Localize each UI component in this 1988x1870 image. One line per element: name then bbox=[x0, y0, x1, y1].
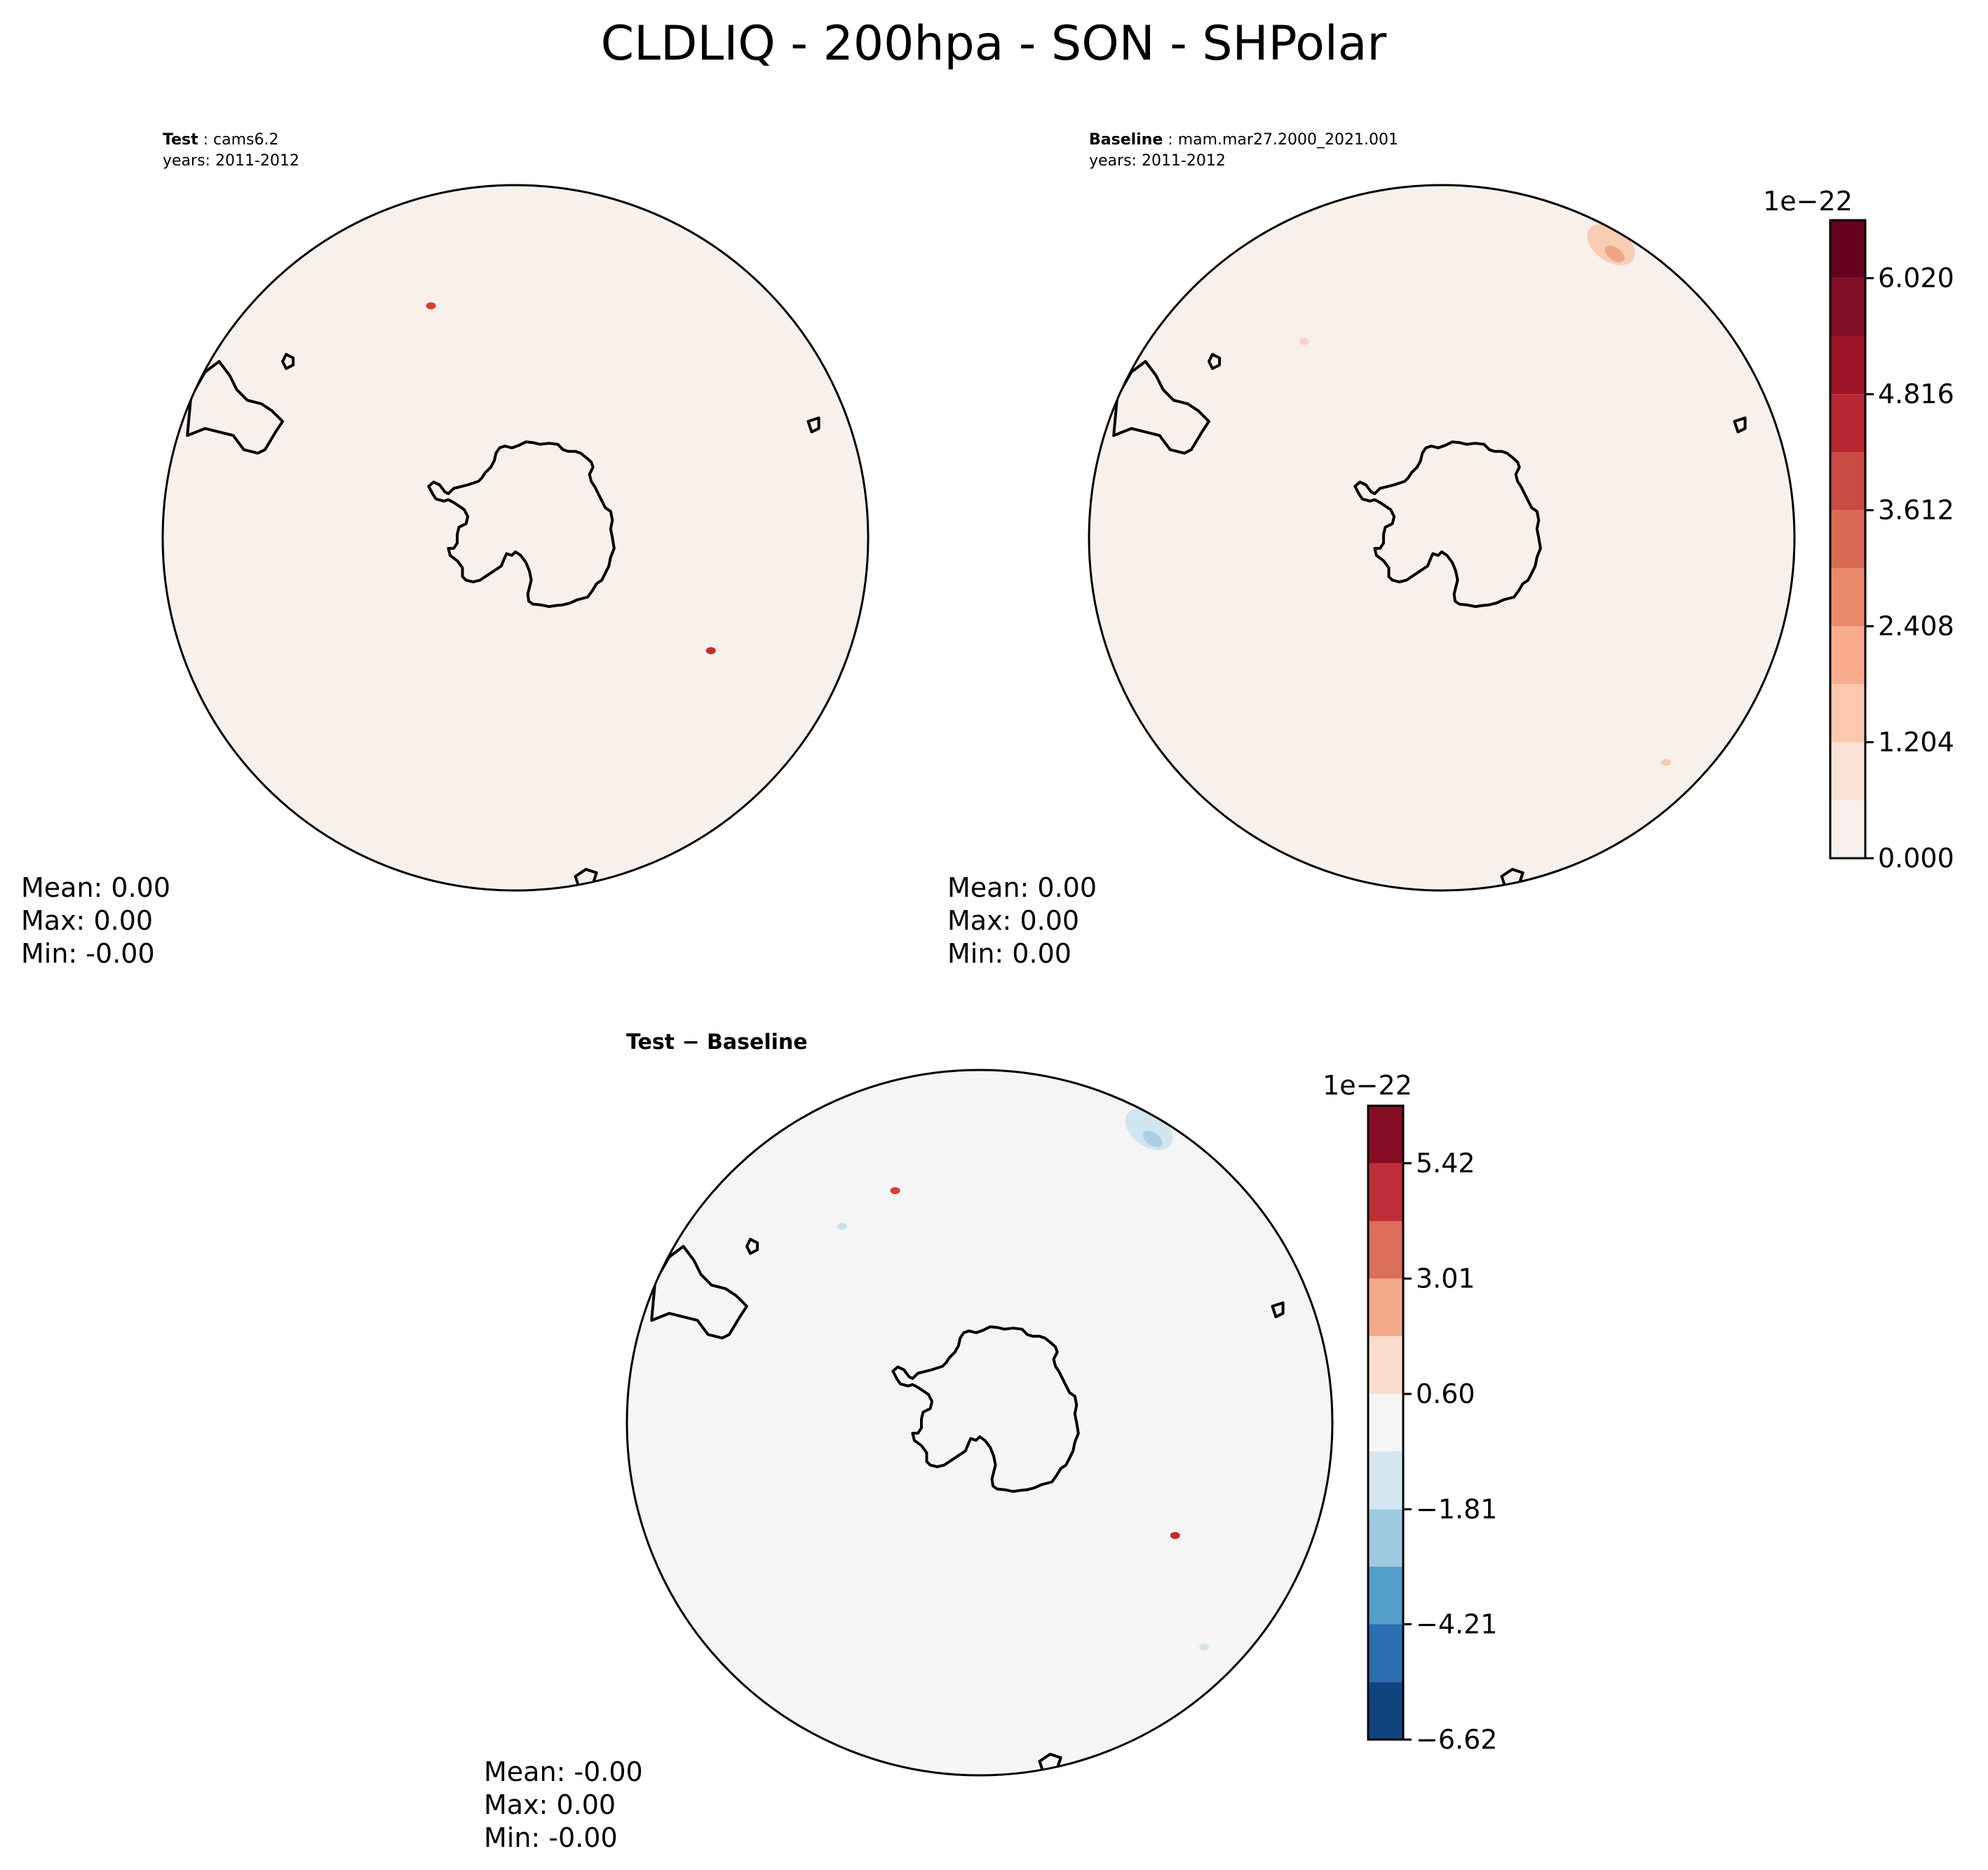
map-baseline-anomaly-1 bbox=[1661, 759, 1672, 766]
cbar-main-band-7 bbox=[1830, 394, 1865, 452]
cbar-main-band-4 bbox=[1830, 568, 1865, 627]
cbar-main-tick-label-5: 6.020 bbox=[1878, 263, 1954, 294]
map-diff-boundary bbox=[626, 1069, 1334, 1777]
map-diff-anomaly-0 bbox=[1170, 1531, 1180, 1539]
map-diff-coastline-antarctica bbox=[891, 1325, 1080, 1493]
cbar-main-band-1 bbox=[1830, 742, 1865, 801]
cbar-diff-tick-label-1: −4.21 bbox=[1416, 1608, 1497, 1639]
panel-test-years: years: 2011-2012 bbox=[163, 152, 299, 170]
cbar-diff-band-5 bbox=[1368, 1394, 1403, 1451]
map-test-boundary bbox=[161, 184, 870, 892]
cbar-diff-band-2 bbox=[1368, 1566, 1403, 1625]
cbar-diff-tick-label-2: −1.81 bbox=[1416, 1494, 1497, 1525]
cbar-main-band-3 bbox=[1830, 626, 1865, 684]
map-baseline-coastline-south-america bbox=[1112, 360, 1210, 455]
colorbar-diff-exponent: 1e−22 bbox=[1323, 1070, 1412, 1101]
cbar-main-band-2 bbox=[1830, 684, 1865, 743]
panel-baseline-years: years: 2011-2012 bbox=[1089, 152, 1226, 170]
panel-diff-max: Max: 0.00 bbox=[484, 1789, 616, 1820]
map-baseline-coastline-falklands bbox=[1208, 353, 1222, 370]
cbar-main-frame bbox=[1829, 219, 1867, 860]
panel-test-label-bold: Test bbox=[163, 131, 198, 149]
panel-baseline-label-bold: Baseline bbox=[1089, 131, 1163, 149]
colorbar-main: 1e−22 0.000 1.204 2.408 3.612 4.816 6.020 bbox=[1763, 186, 1954, 874]
colorbar-diff: 1e−22 −6.62 −4.21 −1.81 0.60 3.01 5.42 bbox=[1323, 1070, 1497, 1755]
map-test-coastline-south-america bbox=[186, 360, 284, 455]
panel-baseline-max: Max: 0.00 bbox=[947, 905, 1079, 936]
panel-baseline-min: Min: 0.00 bbox=[947, 938, 1071, 969]
cbar-main-band-5 bbox=[1830, 510, 1865, 569]
cbar-main-band-8 bbox=[1830, 336, 1865, 395]
panel-diff: Test − Baseline Mean: -0.00 Max: 0.00 Mi… bbox=[484, 1030, 1334, 1853]
map-diff-coastline-falklands bbox=[745, 1238, 759, 1255]
cbar-diff-band-3 bbox=[1368, 1509, 1403, 1567]
map-test-coastline-antarctica bbox=[427, 440, 616, 609]
panel-test-label-rest: : cams6.2 bbox=[198, 131, 279, 149]
cbar-diff-band-6 bbox=[1368, 1336, 1403, 1395]
cbar-main-tick-label-3: 3.612 bbox=[1878, 495, 1954, 526]
map-diff-coastline-kerguelen bbox=[1271, 1301, 1285, 1319]
map-test bbox=[161, 184, 870, 892]
map-diff-anomaly-1 bbox=[890, 1187, 900, 1195]
map-baseline-coastline-kerguelen bbox=[1733, 416, 1747, 434]
cbar-main-tick-label-1: 1.204 bbox=[1878, 727, 1954, 758]
map-diff-anomaly-3 bbox=[1199, 1644, 1210, 1651]
map-baseline-anomaly-0 bbox=[1299, 337, 1309, 345]
colorbar-main-exponent: 1e−22 bbox=[1763, 186, 1853, 217]
cbar-diff-band-0 bbox=[1368, 1682, 1403, 1740]
cbar-diff-tick-label-3: 0.60 bbox=[1416, 1378, 1475, 1409]
map-baseline-boundary bbox=[1088, 184, 1796, 892]
cbar-diff-frame bbox=[1367, 1104, 1405, 1741]
cbar-diff-band-7 bbox=[1368, 1278, 1403, 1336]
cbar-diff-tick-label-0: −6.62 bbox=[1416, 1724, 1497, 1755]
map-baseline-field bbox=[1089, 185, 1794, 890]
panel-test-label: Test : cams6.2 bbox=[163, 131, 278, 149]
map-test-anomaly-0 bbox=[705, 646, 716, 654]
map-test-coastline-kerguelen bbox=[806, 416, 820, 434]
panel-test-min: Min: -0.00 bbox=[21, 938, 155, 969]
cbar-diff-band-10 bbox=[1368, 1106, 1403, 1163]
panel-baseline-label: Baseline : mam.mar27.2000_2021.001 bbox=[1089, 131, 1398, 149]
panel-baseline-mean: Mean: 0.00 bbox=[947, 872, 1097, 903]
panel-baseline: Baseline : mam.mar27.2000_2021.001 years… bbox=[947, 131, 1796, 969]
map-diff-anomaly-2 bbox=[837, 1222, 847, 1230]
map-test-anomaly-1 bbox=[426, 302, 436, 310]
cbar-diff-tick-label-4: 3.01 bbox=[1416, 1263, 1475, 1294]
map-baseline bbox=[1088, 184, 1796, 892]
cbar-main-band-0 bbox=[1830, 800, 1865, 858]
cbar-main-tick-label-4: 4.816 bbox=[1878, 379, 1954, 409]
cbar-main-band-9 bbox=[1830, 278, 1865, 337]
cbar-main-tick-label-2: 2.408 bbox=[1878, 611, 1954, 642]
panel-test-mean: Mean: 0.00 bbox=[21, 872, 170, 903]
map-test-coastline-falklands bbox=[281, 353, 295, 370]
panel-test-max: Max: 0.00 bbox=[21, 905, 153, 936]
panel-test: Test : cams6.2 years: 2011-2012 Mean: 0.… bbox=[21, 131, 870, 969]
cbar-diff-tick-label-5: 5.42 bbox=[1416, 1148, 1475, 1179]
panel-baseline-label-rest: : mam.mar27.2000_2021.001 bbox=[1163, 131, 1398, 149]
map-diff bbox=[626, 1069, 1334, 1777]
map-diff-field bbox=[627, 1070, 1332, 1775]
panel-diff-title: Test − Baseline bbox=[626, 1030, 808, 1055]
cbar-diff-band-1 bbox=[1368, 1624, 1403, 1683]
cbar-diff-band-9 bbox=[1368, 1163, 1403, 1221]
cbar-diff-band-4 bbox=[1368, 1451, 1403, 1510]
map-baseline-coastline-antarctica bbox=[1353, 440, 1542, 609]
cbar-main-band-10 bbox=[1830, 220, 1865, 278]
panel-diff-mean: Mean: -0.00 bbox=[484, 1756, 643, 1787]
cbar-main-tick-label-0: 0.000 bbox=[1878, 843, 1954, 874]
panel-diff-min: Min: -0.00 bbox=[484, 1822, 618, 1853]
cbar-main-band-6 bbox=[1830, 452, 1865, 510]
figure-title: CLDLIQ - 200hpa - SON - SHPolar bbox=[601, 16, 1387, 72]
cbar-diff-band-8 bbox=[1368, 1221, 1403, 1279]
map-test-field bbox=[163, 185, 868, 890]
map-diff-coastline-south-america bbox=[650, 1245, 748, 1340]
